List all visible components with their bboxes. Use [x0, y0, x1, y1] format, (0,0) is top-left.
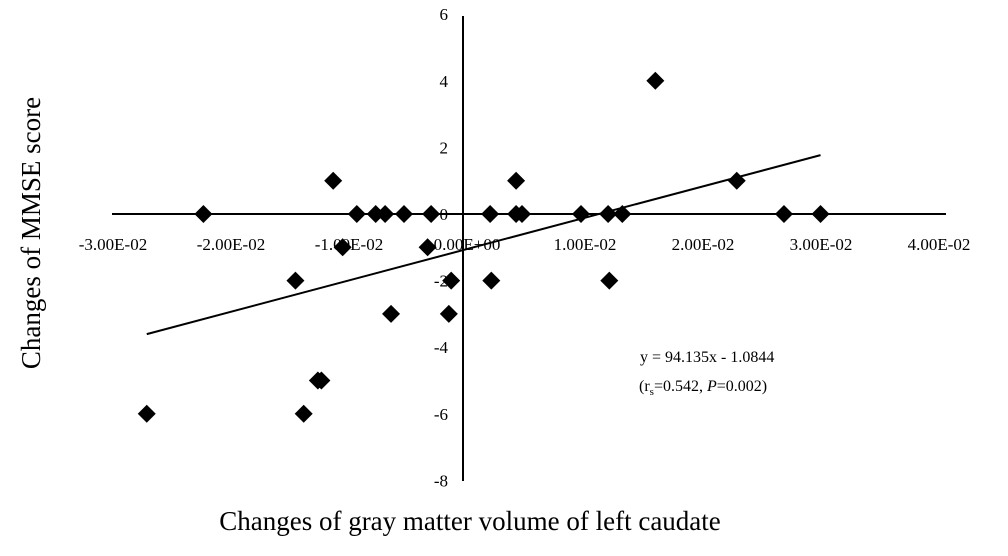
y-tick-label: 2 [440, 138, 449, 157]
correlation-stats: (rs=0.542, P=0.002) [639, 378, 767, 398]
trendline-equation: y = 94.135x - 1.0844 [640, 349, 774, 366]
data-point [333, 238, 352, 257]
data-point [194, 205, 213, 223]
stats-r-value: =0.542, [654, 378, 707, 395]
data-point [308, 371, 327, 390]
data-point [481, 205, 500, 223]
x-tick-label: -2.00E-02 [197, 235, 265, 254]
data-point [366, 205, 385, 223]
stats-open-paren: ( [639, 378, 644, 395]
y-tick-label: 4 [440, 72, 449, 91]
y-tick-label: 6 [440, 5, 449, 24]
data-point [422, 205, 441, 223]
stats-r-symbol: r [644, 378, 650, 395]
data-point [324, 171, 343, 190]
data-point [513, 205, 531, 223]
data-point [811, 205, 830, 223]
x-tick-label: -1.00E-02 [315, 235, 383, 254]
stats-p-symbol: P [706, 378, 717, 395]
y-axis-title: Changes of MMSE score [16, 97, 46, 369]
x-tick-label: 2.00E-02 [672, 235, 735, 254]
data-point [347, 205, 366, 223]
y-tick-label: -8 [434, 471, 448, 490]
data-point [382, 304, 401, 323]
trendline-group [146, 154, 821, 336]
stats-p-value: =0.002) [717, 378, 767, 395]
data-point [646, 71, 665, 90]
data-point [137, 404, 156, 423]
data-point [507, 171, 526, 190]
data-point [376, 205, 395, 223]
y-tick-label: -4 [434, 338, 449, 357]
y-tick-label: -2 [434, 272, 448, 291]
data-point [482, 271, 501, 290]
x-tick-label: 0.00E+00 [434, 235, 501, 254]
data-point [418, 238, 437, 257]
stats-r-subscript: s [650, 386, 654, 398]
data-points [137, 71, 830, 423]
y-tick-labels: -8 -6 -4 -2 0 2 4 6 [434, 5, 449, 490]
data-point [395, 205, 413, 223]
x-tick-label: -3.00E-02 [79, 235, 147, 254]
data-point [727, 171, 746, 190]
x-axis-title: Changes of gray matter volume of left ca… [219, 506, 721, 536]
x-tick-label: 1.00E-02 [554, 235, 617, 254]
data-point [286, 271, 305, 290]
data-point [600, 271, 619, 290]
data-point [294, 404, 313, 423]
trendline [146, 154, 821, 336]
x-tick-labels: -3.00E-02 -2.00E-02 -1.00E-02 0.00E+00 1.00E… [79, 235, 971, 254]
x-tick-label: 4.00E-02 [908, 235, 971, 254]
y-tick-label: -6 [434, 405, 448, 424]
data-point [439, 304, 458, 323]
y-tick-label: 0 [440, 205, 449, 224]
data-point [774, 205, 793, 223]
data-point [442, 271, 461, 290]
x-tick-label: 3.00E-02 [790, 235, 853, 254]
